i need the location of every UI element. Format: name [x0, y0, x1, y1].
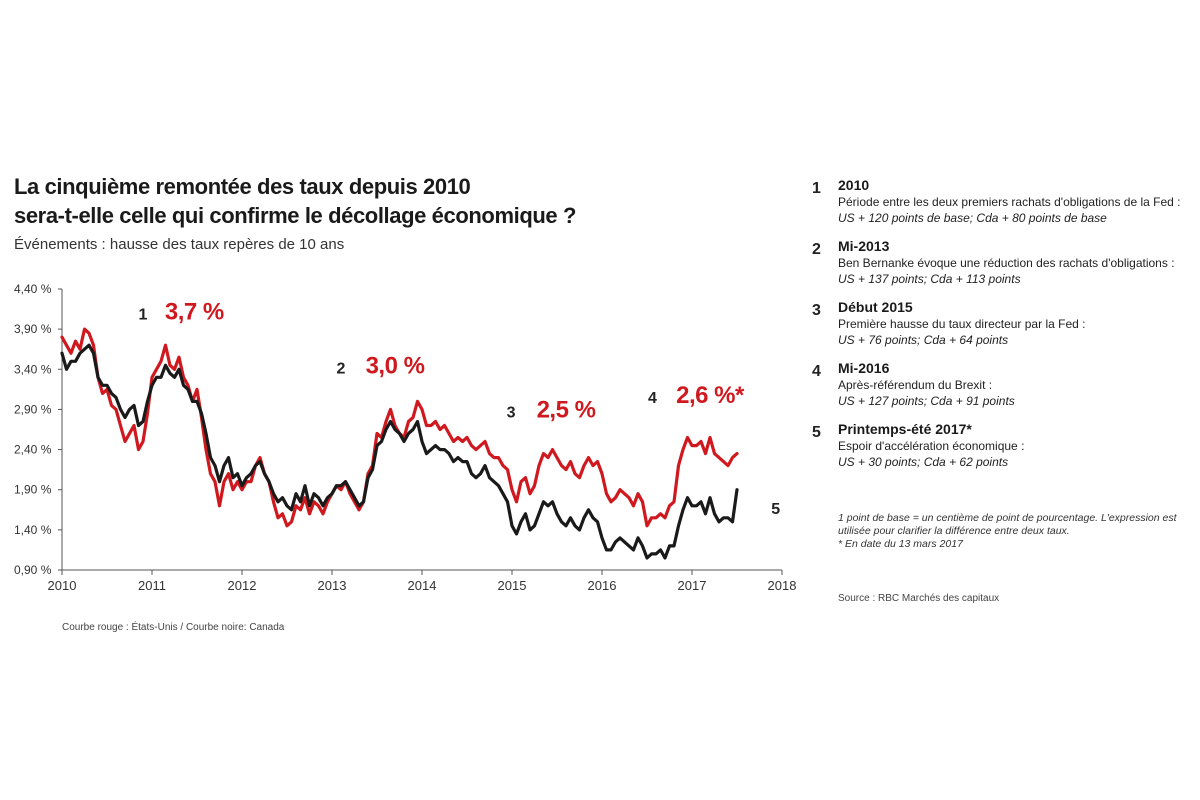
- x-tick-label: 2013: [318, 578, 347, 593]
- event-detail: US + 76 points; Cda + 64 points: [838, 333, 1009, 347]
- chart-annotations: 1 3,7 % 2 3,0 % 3 2,5 % 4 2,6 %* 5: [139, 299, 781, 518]
- peak-value-label: 3,7 %: [165, 299, 224, 326]
- x-tick-label: 2015: [498, 578, 527, 593]
- rates-line-chart: 0,90 % 1,40 % 1,90 % 2,40 % 2,90 % 3,40 % 3,90…: [14, 282, 796, 593]
- footnote-date: * En date du 13 mars 2017: [838, 538, 963, 550]
- event-description: Espoir d'accélération économique :: [838, 439, 1025, 453]
- event-title: Mi-2013: [838, 238, 890, 254]
- event-1: 1 2010 Période entre les deux premiers r…: [812, 176, 1197, 226]
- y-tick-label: 1,40 %: [14, 523, 52, 537]
- event-number: 1: [812, 180, 821, 197]
- event-number-label: 3: [507, 404, 516, 421]
- y-tick-label: 3,90 %: [14, 322, 52, 336]
- event-title: Printemps-été 2017*: [838, 421, 972, 437]
- y-tick-label: 1,90 %: [14, 483, 52, 497]
- event-detail: US + 137 points; Cda + 113 points: [838, 272, 1021, 286]
- event-number-label: 4: [648, 390, 657, 407]
- y-tick-label: 2,90 %: [14, 402, 52, 416]
- event-number-label: 2: [337, 360, 346, 377]
- y-tick-label: 4,40 %: [14, 282, 52, 296]
- event-title: Mi-2016: [838, 360, 890, 376]
- event-description: Après-référendum du Brexit :: [838, 378, 993, 392]
- x-tick-label: 2014: [408, 578, 437, 593]
- event-3: 3 Début 2015 Première hausse du taux dir…: [812, 298, 1197, 348]
- footnote-basis-point: 1 point de base = un centième de point d…: [838, 512, 1177, 537]
- y-tick-label: 0,90 %: [14, 563, 52, 577]
- peak-value-label: 2,5 %: [537, 396, 596, 423]
- x-tick-label: 2011: [138, 578, 166, 593]
- event-title: Début 2015: [838, 299, 913, 315]
- peak-value-label: 3,0 %: [366, 352, 425, 379]
- title-line-2: sera-t-elle celle qui confirme le décoll…: [14, 203, 576, 228]
- chart-subtitle: Événements : hausse des taux repères de …: [14, 236, 345, 253]
- x-tick-label: 2010: [48, 578, 77, 593]
- event-2: 2 Mi-2013 Ben Bernanke évoque une réduct…: [812, 237, 1197, 287]
- event-description: Période entre les deux premiers rachats …: [838, 195, 1181, 209]
- x-tick-label: 2016: [588, 578, 617, 593]
- y-tick-label: 3,40 %: [14, 362, 52, 376]
- event-description: Première hausse du taux directeur par la…: [838, 317, 1086, 331]
- legend-note: Courbe rouge : États-Unis / Courbe noire…: [62, 622, 285, 633]
- event-5: 5 Printemps-été 2017* Espoir d'accélérat…: [812, 420, 1197, 470]
- event-number: 4: [812, 363, 821, 380]
- event-number: 5: [812, 424, 821, 441]
- x-tick-label: 2018: [768, 578, 797, 593]
- x-tick-label: 2017: [678, 578, 707, 593]
- peak-value-label: 2,6 %*: [676, 382, 745, 409]
- chart-axes: 0,90 % 1,40 % 1,90 % 2,40 % 2,90 % 3,40 % 3,90…: [14, 282, 796, 593]
- series-line-canada: [60, 343, 739, 560]
- event-number-label: 1: [139, 307, 148, 324]
- events-panel: 1 2010 Période entre les deux premiers r…: [812, 176, 1197, 481]
- y-tick-label: 2,40 %: [14, 443, 52, 457]
- event-number: 2: [812, 241, 821, 258]
- x-tick-label: 2012: [228, 578, 257, 593]
- event-detail: US + 127 points; Cda + 91 points: [838, 394, 1015, 408]
- chart-title: La cinquième remontée des taux depuis 20…: [14, 172, 576, 230]
- title-line-1: La cinquième remontée des taux depuis 20…: [14, 174, 471, 199]
- event-number: 3: [812, 302, 821, 319]
- event-detail: US + 30 points; Cda + 62 points: [838, 455, 1009, 469]
- source-note: Source : RBC Marchés des capitaux: [838, 593, 1000, 604]
- event-title: 2010: [838, 177, 870, 193]
- event-detail: US + 120 points de base; Cda + 80 points…: [838, 211, 1107, 225]
- event-number-label: 5: [771, 501, 780, 518]
- event-description: Ben Bernanke évoque une réduction des ra…: [838, 256, 1175, 270]
- event-4: 4 Mi-2016 Après-référendum du Brexit : U…: [812, 359, 1197, 409]
- footnotes: 1 point de base = un centième de point d…: [838, 512, 1188, 551]
- chart-series: [60, 327, 739, 560]
